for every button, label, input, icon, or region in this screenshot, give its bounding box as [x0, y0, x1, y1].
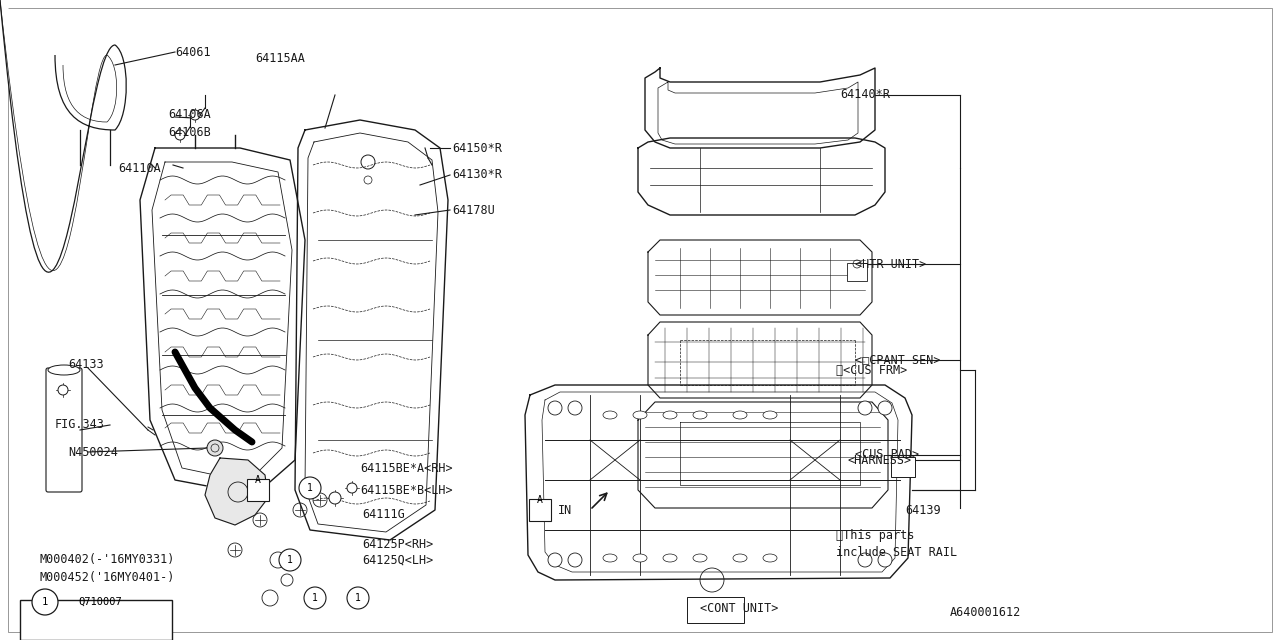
Ellipse shape [858, 553, 872, 567]
Ellipse shape [663, 554, 677, 562]
Polygon shape [525, 385, 911, 580]
Ellipse shape [634, 554, 646, 562]
Ellipse shape [548, 553, 562, 567]
Ellipse shape [663, 411, 677, 419]
Text: N450024: N450024 [68, 445, 118, 458]
PathPatch shape [0, 45, 127, 640]
Polygon shape [645, 68, 876, 148]
Text: <CONT UNIT>: <CONT UNIT> [700, 602, 778, 614]
Ellipse shape [878, 553, 892, 567]
Polygon shape [637, 402, 888, 508]
FancyBboxPatch shape [20, 600, 172, 640]
Text: <HARNESS>: <HARNESS> [849, 454, 913, 467]
Circle shape [189, 110, 200, 120]
Ellipse shape [763, 411, 777, 419]
FancyBboxPatch shape [529, 499, 550, 521]
Polygon shape [205, 458, 268, 525]
Text: 1: 1 [355, 593, 361, 603]
Ellipse shape [548, 401, 562, 415]
Text: 64125Q<LH>: 64125Q<LH> [362, 554, 433, 566]
Text: A640001612: A640001612 [950, 605, 1021, 618]
Circle shape [58, 385, 68, 395]
Ellipse shape [634, 411, 646, 419]
Text: <CUS PAD>: <CUS PAD> [855, 449, 919, 461]
Ellipse shape [763, 554, 777, 562]
Text: 1: 1 [42, 597, 49, 607]
Text: <HTR UNIT>: <HTR UNIT> [855, 257, 927, 271]
Polygon shape [648, 322, 872, 398]
Ellipse shape [603, 411, 617, 419]
Text: A: A [538, 495, 543, 505]
Circle shape [347, 587, 369, 609]
Circle shape [32, 589, 58, 615]
Text: Q710007: Q710007 [78, 597, 122, 607]
Text: 64110A: 64110A [118, 161, 161, 175]
Text: 64115BE*A<RH>: 64115BE*A<RH> [360, 461, 453, 474]
FancyBboxPatch shape [687, 597, 744, 623]
FancyBboxPatch shape [847, 263, 867, 281]
FancyBboxPatch shape [891, 457, 915, 477]
Ellipse shape [878, 401, 892, 415]
Text: 64130*R: 64130*R [452, 168, 502, 182]
Text: M000452('16MY0401-): M000452('16MY0401-) [40, 572, 175, 584]
Text: 64115BE*B<LH>: 64115BE*B<LH> [360, 483, 453, 497]
Text: ※This parts: ※This parts [836, 529, 914, 541]
Text: 64133: 64133 [68, 358, 104, 371]
Circle shape [279, 549, 301, 571]
Polygon shape [648, 240, 872, 315]
Text: 64106B: 64106B [168, 127, 211, 140]
Text: 64178U: 64178U [452, 204, 495, 216]
Ellipse shape [568, 401, 582, 415]
Circle shape [175, 130, 186, 140]
Text: 64115AA: 64115AA [255, 51, 305, 65]
Text: M000402(-'16MY0331): M000402(-'16MY0331) [40, 554, 175, 566]
Ellipse shape [733, 554, 748, 562]
Ellipse shape [568, 553, 582, 567]
Ellipse shape [858, 401, 872, 415]
Ellipse shape [692, 554, 707, 562]
Text: 1: 1 [312, 593, 317, 603]
Polygon shape [637, 138, 884, 215]
Circle shape [300, 477, 321, 499]
Text: FIG.343: FIG.343 [55, 419, 105, 431]
Text: 64061: 64061 [175, 45, 211, 58]
Text: 64139: 64139 [905, 504, 941, 516]
Text: 64140*R: 64140*R [840, 88, 890, 102]
Polygon shape [140, 148, 305, 495]
Text: 1: 1 [287, 555, 293, 565]
Circle shape [207, 440, 223, 456]
Circle shape [305, 587, 326, 609]
Circle shape [347, 483, 357, 493]
Text: A: A [255, 475, 261, 485]
Text: 64111G: 64111G [362, 509, 404, 522]
Text: <□CPANT SEN>: <□CPANT SEN> [855, 353, 941, 367]
Text: 64125P<RH>: 64125P<RH> [362, 538, 433, 552]
Text: 64106A: 64106A [168, 109, 211, 122]
Text: ※<CUS FRM>: ※<CUS FRM> [836, 364, 908, 376]
Text: IN: IN [558, 504, 572, 516]
Text: 64150*R: 64150*R [452, 141, 502, 154]
Polygon shape [294, 120, 448, 540]
FancyBboxPatch shape [46, 368, 82, 492]
Ellipse shape [692, 411, 707, 419]
Ellipse shape [49, 365, 79, 375]
Text: 1: 1 [307, 483, 312, 493]
FancyBboxPatch shape [247, 479, 269, 501]
Ellipse shape [603, 554, 617, 562]
Ellipse shape [733, 411, 748, 419]
Circle shape [329, 492, 340, 504]
Text: include SEAT RAIL: include SEAT RAIL [836, 547, 957, 559]
